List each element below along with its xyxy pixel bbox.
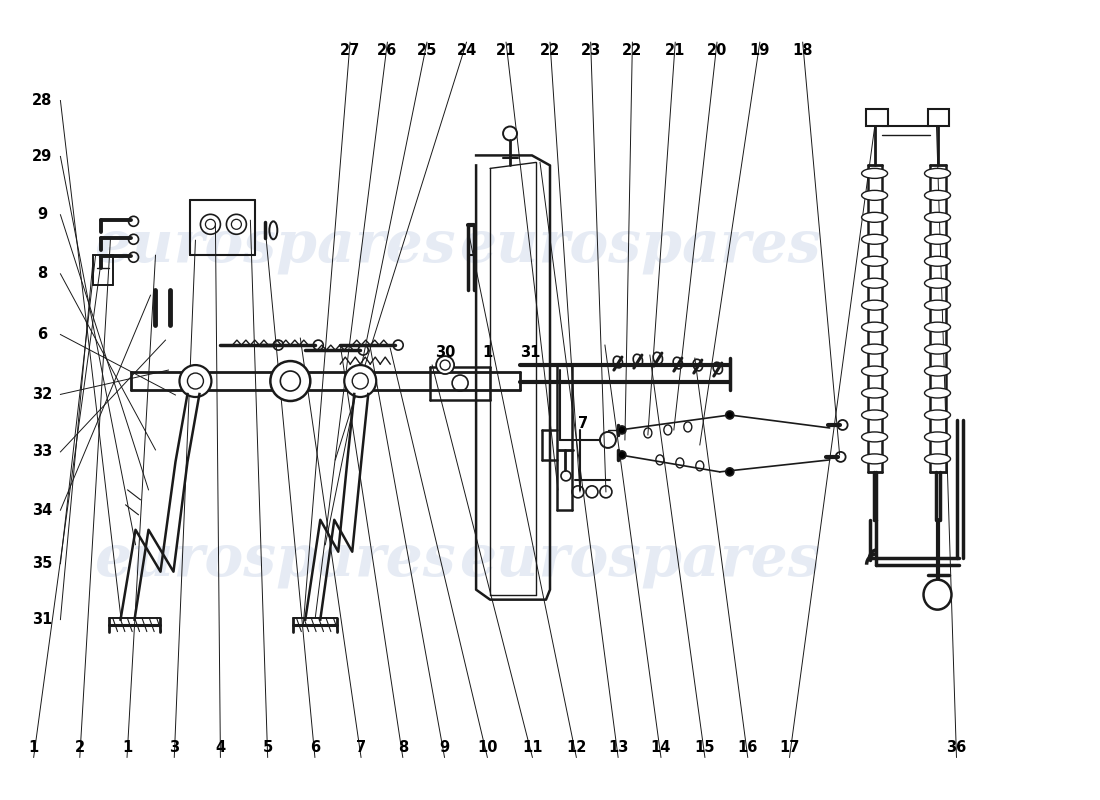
Text: 13: 13 (608, 740, 628, 755)
Ellipse shape (861, 432, 888, 442)
Ellipse shape (924, 344, 950, 354)
Ellipse shape (861, 278, 888, 288)
Text: 20: 20 (707, 42, 727, 58)
Text: eurospares: eurospares (95, 531, 456, 588)
Text: 12: 12 (566, 740, 586, 755)
Text: 30: 30 (436, 345, 455, 359)
Ellipse shape (924, 169, 950, 178)
Circle shape (726, 411, 734, 419)
Text: 32: 32 (32, 387, 53, 402)
Circle shape (179, 365, 211, 397)
Text: 22: 22 (540, 42, 560, 58)
Circle shape (344, 365, 376, 397)
Text: eurospares: eurospares (95, 217, 456, 274)
Ellipse shape (861, 322, 888, 332)
Ellipse shape (924, 432, 950, 442)
Ellipse shape (861, 410, 888, 420)
Circle shape (726, 468, 734, 476)
Text: 25: 25 (417, 42, 437, 58)
Text: 14: 14 (651, 740, 671, 755)
Text: 1: 1 (122, 740, 132, 755)
Text: 4: 4 (216, 740, 225, 755)
Text: 16: 16 (738, 740, 758, 755)
Ellipse shape (861, 169, 888, 178)
Ellipse shape (924, 300, 950, 310)
Text: 21: 21 (496, 42, 516, 58)
Circle shape (618, 451, 626, 459)
Ellipse shape (924, 322, 950, 332)
Circle shape (436, 356, 454, 374)
Text: 19: 19 (749, 42, 770, 58)
Text: 21: 21 (666, 42, 685, 58)
Text: 5: 5 (263, 740, 273, 755)
Text: 11: 11 (522, 740, 542, 755)
Text: 7: 7 (578, 417, 588, 431)
Ellipse shape (924, 212, 950, 222)
Ellipse shape (924, 278, 950, 288)
Text: 31: 31 (520, 345, 540, 359)
Text: 15: 15 (695, 740, 715, 755)
Text: 27: 27 (340, 42, 360, 58)
Ellipse shape (924, 454, 950, 464)
Ellipse shape (861, 388, 888, 398)
Ellipse shape (924, 388, 950, 398)
Text: 2: 2 (75, 740, 85, 755)
Ellipse shape (861, 190, 888, 200)
Text: 36: 36 (946, 740, 967, 755)
Ellipse shape (924, 410, 950, 420)
Ellipse shape (861, 256, 888, 266)
Text: 1: 1 (29, 740, 38, 755)
Ellipse shape (861, 366, 888, 376)
Text: eurospares: eurospares (459, 217, 821, 274)
Text: eurospares: eurospares (459, 531, 821, 588)
Text: 33: 33 (32, 445, 53, 459)
Ellipse shape (924, 580, 952, 610)
Text: 6: 6 (310, 740, 320, 755)
Text: 8: 8 (37, 266, 47, 282)
Text: 9: 9 (440, 740, 450, 755)
Ellipse shape (924, 366, 950, 376)
Text: 6: 6 (37, 327, 47, 342)
Ellipse shape (861, 344, 888, 354)
Ellipse shape (861, 300, 888, 310)
Bar (866, 109, 888, 126)
Text: 31: 31 (32, 612, 53, 627)
Ellipse shape (861, 454, 888, 464)
Text: 29: 29 (32, 149, 53, 164)
Text: 1: 1 (482, 345, 493, 359)
Text: 34: 34 (32, 502, 53, 518)
Text: 18: 18 (792, 42, 813, 58)
Ellipse shape (924, 190, 950, 200)
Text: 24: 24 (456, 42, 476, 58)
Circle shape (618, 426, 626, 434)
Text: 9: 9 (37, 207, 47, 222)
Ellipse shape (861, 212, 888, 222)
Text: 26: 26 (377, 42, 397, 58)
Text: 10: 10 (477, 740, 497, 755)
Text: 8: 8 (398, 740, 408, 755)
Text: 22: 22 (623, 42, 642, 58)
Circle shape (271, 361, 310, 401)
Ellipse shape (861, 234, 888, 244)
Text: 3: 3 (169, 740, 179, 755)
Text: 17: 17 (779, 740, 800, 755)
Text: 7: 7 (356, 740, 366, 755)
Text: 35: 35 (32, 556, 53, 571)
Text: 28: 28 (32, 93, 53, 108)
Ellipse shape (924, 256, 950, 266)
Text: 23: 23 (581, 42, 601, 58)
Bar (927, 109, 949, 126)
Ellipse shape (924, 234, 950, 244)
